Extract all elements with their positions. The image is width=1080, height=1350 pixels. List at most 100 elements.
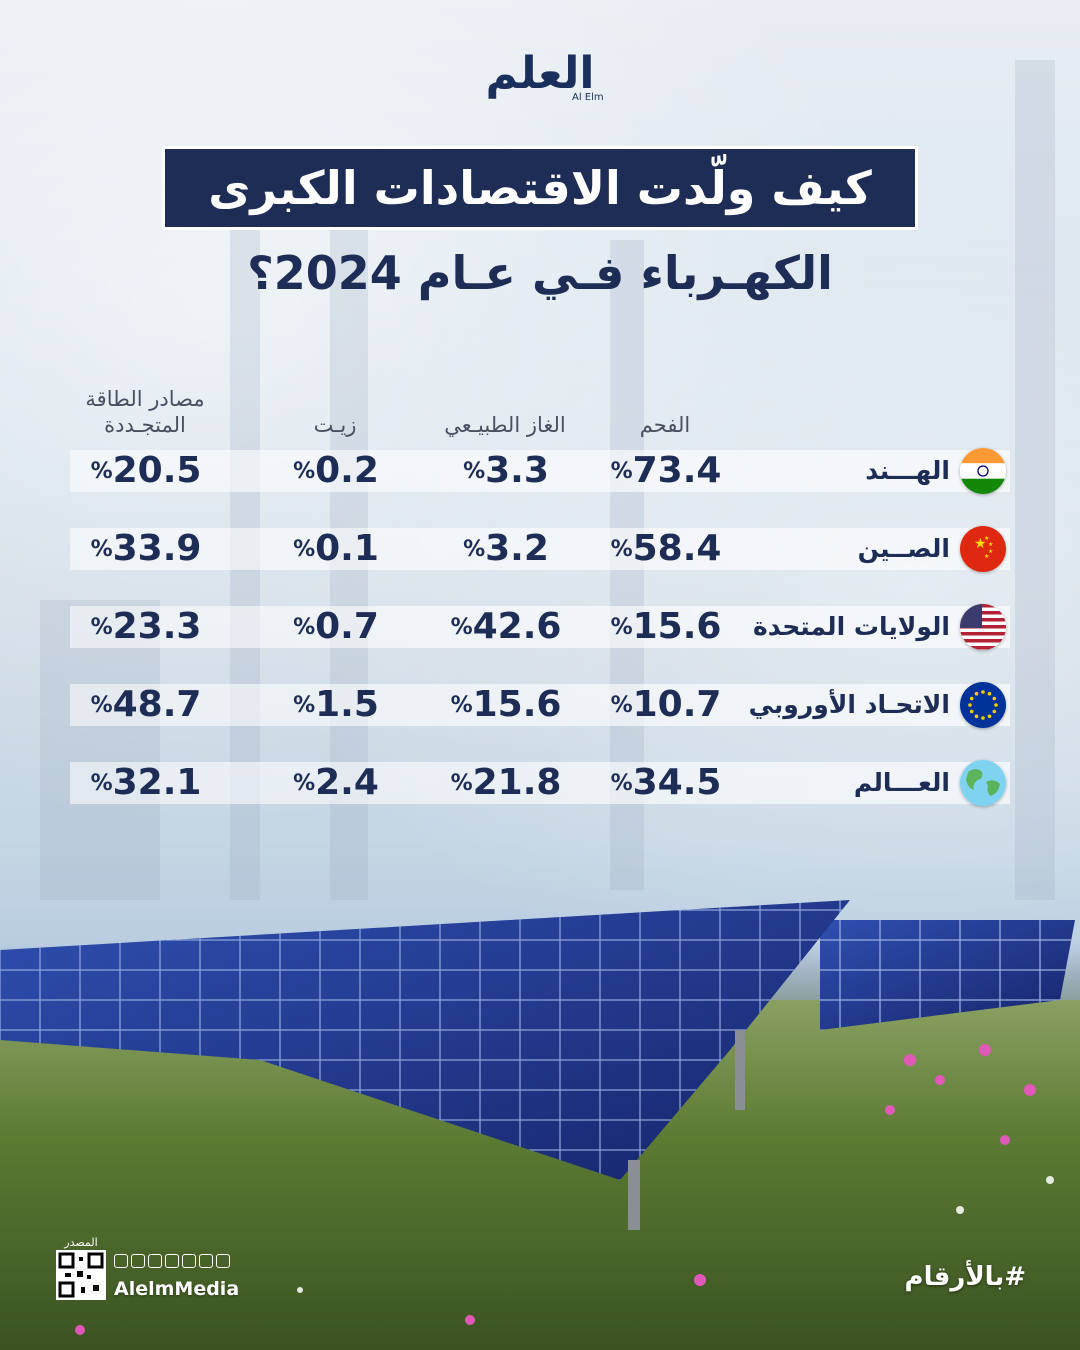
value-cell: %0.2 [260, 450, 410, 492]
source-label: المصدر [64, 1236, 98, 1249]
percent-sign: % [450, 615, 473, 640]
value-cell: %2.4 [260, 762, 410, 804]
china-flag: ★ ★ ★ ★ ★ [960, 526, 1006, 572]
value-cell: %73.4 [590, 450, 740, 492]
value-cell: %32.1 [70, 762, 220, 804]
percent-sign: % [610, 537, 633, 562]
social-icons [114, 1254, 230, 1268]
percent-sign: % [293, 537, 316, 562]
value-cell: %20.5 [70, 450, 220, 492]
value-number: 10.7 [632, 684, 722, 725]
country-name: الهـــند [865, 456, 950, 485]
youtube-icon[interactable] [148, 1254, 162, 1268]
table-row [70, 684, 1010, 726]
value-cell: %10.7 [590, 684, 740, 726]
country-name: الاتحـاد الأوروبي [748, 690, 950, 719]
percent-sign: % [90, 459, 113, 484]
percent-sign: % [293, 615, 316, 640]
hashtag-label: #بالأرقام [904, 1262, 1026, 1292]
column-header-renewables: مصادر الطاقة المتجـددة [85, 387, 205, 437]
percent-sign: % [293, 771, 316, 796]
value-number: 15.6 [632, 606, 722, 647]
percent-sign: % [610, 459, 633, 484]
column-header-coal: الفحم [639, 413, 691, 437]
qr-code-icon[interactable] [56, 1250, 106, 1300]
percent-sign: % [450, 771, 473, 796]
percent-sign: % [90, 537, 113, 562]
value-number: 3.3 [485, 450, 549, 491]
percent-sign: % [463, 537, 486, 562]
percent-sign: % [463, 459, 486, 484]
eu-flag [960, 682, 1006, 728]
value-cell: %15.6 [590, 606, 740, 648]
background-tower [40, 600, 160, 900]
facebook-icon[interactable] [216, 1254, 230, 1268]
percent-sign: % [450, 693, 473, 718]
india-flag [960, 448, 1006, 494]
value-cell: %0.7 [260, 606, 410, 648]
globe-icon [960, 760, 1006, 806]
brand-logo-subtext: Al Elm [572, 92, 604, 103]
instagram-icon[interactable] [199, 1254, 213, 1268]
svg-text:★: ★ [988, 541, 993, 548]
value-number: 2.4 [315, 762, 379, 803]
value-cell: %3.2 [430, 528, 580, 570]
percent-sign: % [90, 615, 113, 640]
value-number: 32.1 [112, 762, 202, 803]
value-cell: %1.5 [260, 684, 410, 726]
percent-sign: % [293, 459, 316, 484]
value-cell: %15.6 [430, 684, 580, 726]
value-cell: %34.5 [590, 762, 740, 804]
value-number: 3.2 [485, 528, 549, 569]
background-tower [1015, 60, 1055, 900]
snapchat-icon[interactable] [182, 1254, 196, 1268]
value-number: 48.7 [112, 684, 202, 725]
value-number: 1.5 [315, 684, 379, 725]
value-number: 0.2 [315, 450, 379, 491]
svg-text:★: ★ [974, 536, 987, 552]
value-number: 73.4 [632, 450, 722, 491]
country-name: العـــالم [853, 768, 950, 797]
country-name: الولايات المتحدة [753, 612, 950, 641]
title-banner: كيف ولّدت الاقتصادات الكبرى [162, 146, 918, 230]
percent-sign: % [610, 693, 633, 718]
value-number: 21.8 [472, 762, 562, 803]
value-number: 15.6 [472, 684, 562, 725]
value-number: 42.6 [472, 606, 562, 647]
percent-sign: % [90, 693, 113, 718]
value-number: 23.3 [112, 606, 202, 647]
column-header-oil: زيـت [313, 413, 357, 437]
table-row [70, 450, 1010, 492]
country-name: الصــين [857, 534, 950, 563]
value-cell: %23.3 [70, 606, 220, 648]
percent-sign: % [90, 771, 113, 796]
telegram-icon[interactable] [114, 1254, 128, 1268]
x-icon[interactable] [131, 1254, 145, 1268]
value-cell: %21.8 [430, 762, 580, 804]
value-cell: %42.6 [430, 606, 580, 648]
usa-flag [960, 604, 1006, 650]
percent-sign: % [610, 615, 633, 640]
page-title: كيف ولّدت الاقتصادات الكبرى [208, 161, 872, 215]
value-number: 0.1 [315, 528, 379, 569]
svg-text:★: ★ [988, 548, 993, 555]
value-number: 0.7 [315, 606, 379, 647]
brand-logo: العلم [485, 48, 595, 99]
percent-sign: % [293, 693, 316, 718]
value-number: 34.5 [632, 762, 722, 803]
column-header-natural-gas: الغاز الطبيـعي [444, 413, 566, 437]
solar-panel-scene [0, 900, 1080, 1350]
table-row [70, 528, 1010, 570]
percent-sign: % [610, 771, 633, 796]
value-cell: %0.1 [260, 528, 410, 570]
svg-text:★: ★ [984, 535, 989, 542]
value-cell: %3.3 [430, 450, 580, 492]
page-subtitle: الكهـرباء فـي عـام 2024؟ [247, 246, 833, 300]
value-number: 33.9 [112, 528, 202, 569]
social-handle[interactable]: AlelmMedia [114, 1278, 240, 1300]
svg-text:★: ★ [984, 553, 989, 560]
value-cell: %33.9 [70, 528, 220, 570]
linkedin-icon[interactable] [165, 1254, 179, 1268]
table-row [70, 762, 1010, 804]
value-number: 58.4 [632, 528, 722, 569]
